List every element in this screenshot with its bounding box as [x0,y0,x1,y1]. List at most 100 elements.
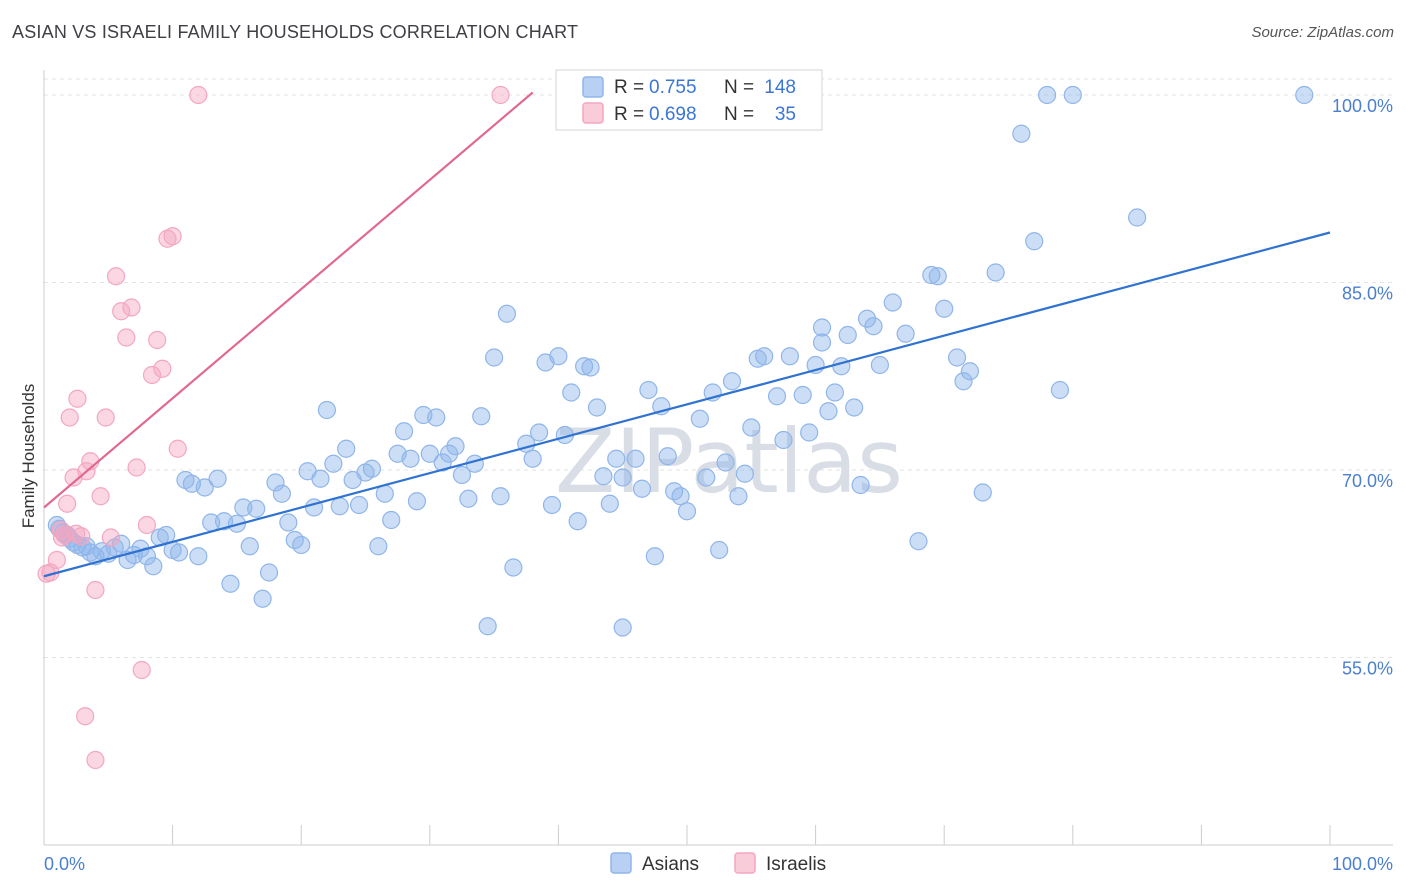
asians-point-144 [478,617,497,636]
asians-point-59 [401,449,420,468]
asians-point-62 [420,444,439,463]
asians-point-46 [317,400,337,420]
israelis-point-29 [86,750,105,770]
asians-point-38 [266,473,285,492]
israelis-trend-line [43,91,534,509]
asians-point-116 [812,318,832,337]
asians-point-74 [504,558,523,577]
asians-point-88 [607,449,626,468]
asians-point-117 [819,402,838,421]
series-legend: Asians Israelis [610,852,826,875]
asians-point-114 [800,423,819,442]
asians-point-14 [112,534,131,553]
asians-point-83 [575,357,594,376]
asians-point-48 [330,497,349,516]
asians-point-105 [729,487,748,506]
asians-point-47 [324,454,343,473]
asians-point-140 [1050,380,1070,400]
legend-r-label-israelis: R = [614,104,644,125]
asians-point-133 [954,372,973,391]
asians-point-76 [523,449,542,468]
asians-point-128 [909,532,928,551]
stats-legend: R = 0.755 N = 148 R = 0.698 N = 35 [555,69,823,131]
asians-point-71 [485,348,504,367]
asians-point-68 [459,489,478,508]
x-tick-label-min: 0.0% [44,854,85,874]
asians-point-99 [690,409,709,428]
legend-swatch-israelis [582,102,604,124]
israelis-point-24 [153,359,172,378]
asians-point-134 [960,362,980,381]
asians-point-129 [922,265,941,285]
asians-point-56 [382,510,401,530]
asians-point-23 [169,543,189,562]
legend-n-label-asians: N = [724,77,754,98]
asians-point-109 [755,347,774,366]
gridlines [44,78,1393,658]
israelis-point-30 [189,85,208,105]
asians-point-91 [632,479,652,498]
asians-point-107 [742,418,761,437]
y-tick-label-1: 70.0% [1342,471,1393,491]
asians-point-73 [497,304,517,323]
asians-point-137 [1012,124,1031,143]
asians-point-122 [851,475,870,495]
israelis-point-12 [91,487,110,506]
asians-point-104 [722,372,742,391]
asians-point-19 [144,557,163,576]
israelis-point-27 [168,439,187,458]
trend-lines [43,91,1331,578]
asians-point-136 [986,263,1005,282]
israelis-point-17 [117,328,136,347]
asians-point-51 [349,495,369,515]
asians-point-119 [832,357,851,376]
asians-point-139 [1037,85,1057,105]
asians-point-95 [658,447,677,466]
asians-point-49 [337,439,356,458]
asians-point-37 [259,563,279,582]
legend-n-value-asians: 148 [764,77,796,98]
israelis-point-1 [47,550,66,570]
asians-point-147 [812,333,832,352]
axes [43,70,1393,846]
asians-point-84 [581,358,600,377]
asians-point-118 [825,383,844,402]
asians-point-132 [947,348,967,367]
asians-point-65 [439,444,459,463]
asians-point-135 [973,483,992,502]
israelis-point-15 [106,267,126,286]
asians-point-110 [767,387,787,406]
asians-point-29 [208,469,227,488]
israelis-point-23 [148,330,167,350]
israelis-point-34 [52,528,72,547]
bottom-legend-label-israelis: Israelis [766,854,826,875]
asians-point-92 [639,380,658,400]
asians-point-77 [530,423,549,442]
x-tick-label-max: 100.0% [1332,854,1393,874]
asians-point-39 [272,484,292,503]
y-tick-label-2: 85.0% [1342,284,1393,304]
asians-point-102 [710,540,729,560]
asians-point-70 [472,407,491,426]
asians-point-125 [870,355,890,375]
asians-point-34 [240,537,259,556]
israelis-point-22 [142,365,162,385]
bottom-legend-swatch-asians [610,852,632,874]
asians-point-120 [838,325,857,345]
asians-point-141 [1063,85,1082,105]
asians-point-27 [195,478,214,497]
israelis-point-14 [101,528,120,547]
asians-points [47,85,1314,637]
asians-point-45 [311,469,330,488]
asians-point-111 [774,430,793,450]
israelis-point-21 [137,515,156,535]
asians-point-131 [935,299,954,318]
asians-point-127 [896,324,915,343]
asians-point-142 [1127,208,1147,227]
asians-point-103 [716,453,735,472]
asians-trend-line [43,231,1331,578]
israelis-point-11 [86,580,105,600]
asians-point-63 [427,408,446,427]
asians-point-113 [793,385,812,405]
